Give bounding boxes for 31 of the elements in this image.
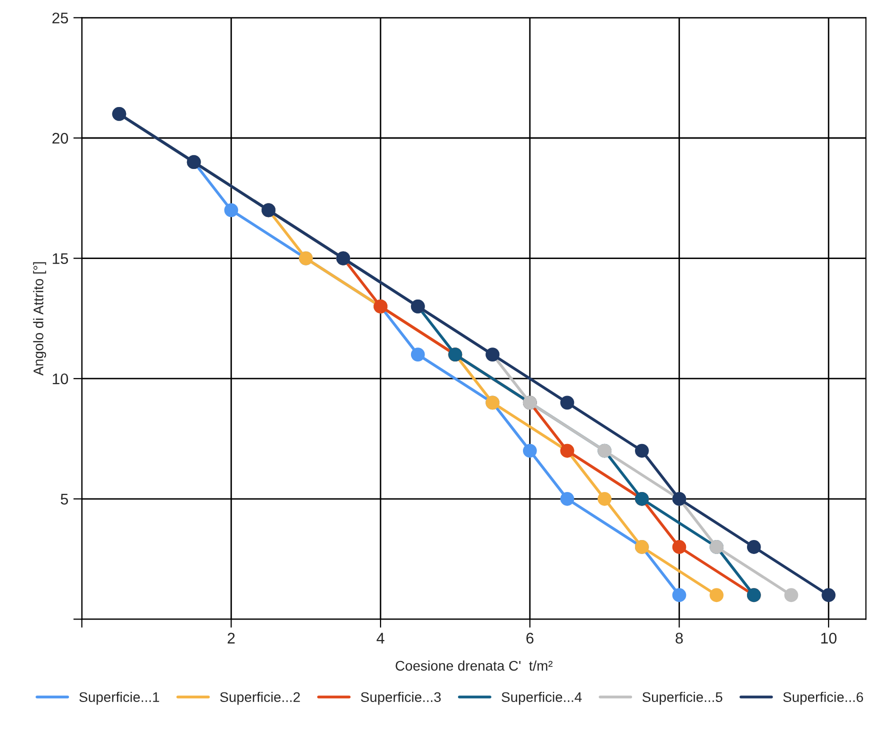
y-tick-label: 5 (60, 494, 68, 505)
y-tick-label: 20 (52, 132, 68, 144)
x-tick-label: 10 (821, 632, 836, 644)
legend-label: Superficie...3 (360, 692, 441, 705)
point (634, 444, 649, 458)
point (672, 588, 686, 602)
legend-label: Superficie...1 (79, 692, 160, 705)
legend-label: Superficie...6 (783, 692, 864, 705)
y-tick-label: 25 (52, 12, 68, 24)
point (560, 492, 574, 506)
x-tick-label: 8 (676, 632, 683, 644)
y-axis-title: Angolo di Attrito [°] (33, 262, 46, 376)
point (746, 540, 761, 554)
x-axis-title: Coesione drenata C' t/m² (396, 660, 553, 671)
point (560, 396, 574, 410)
point (598, 492, 612, 506)
x-tick-label: 4 (376, 632, 384, 644)
legend-label: Superficie...5 (642, 692, 722, 705)
legend-label: Superficie...4 (502, 692, 582, 705)
point (672, 540, 686, 554)
point (410, 348, 425, 362)
point (822, 588, 836, 602)
point (784, 588, 798, 602)
legend-label: Superficie...2 (220, 692, 300, 705)
point (710, 588, 724, 602)
x-tick-label: 2 (228, 632, 235, 644)
y-tick-label: 15 (52, 253, 68, 264)
y-tick-label: 10 (52, 373, 68, 384)
x-tick-label: 6 (526, 632, 534, 644)
point (224, 203, 238, 218)
point (522, 444, 537, 458)
